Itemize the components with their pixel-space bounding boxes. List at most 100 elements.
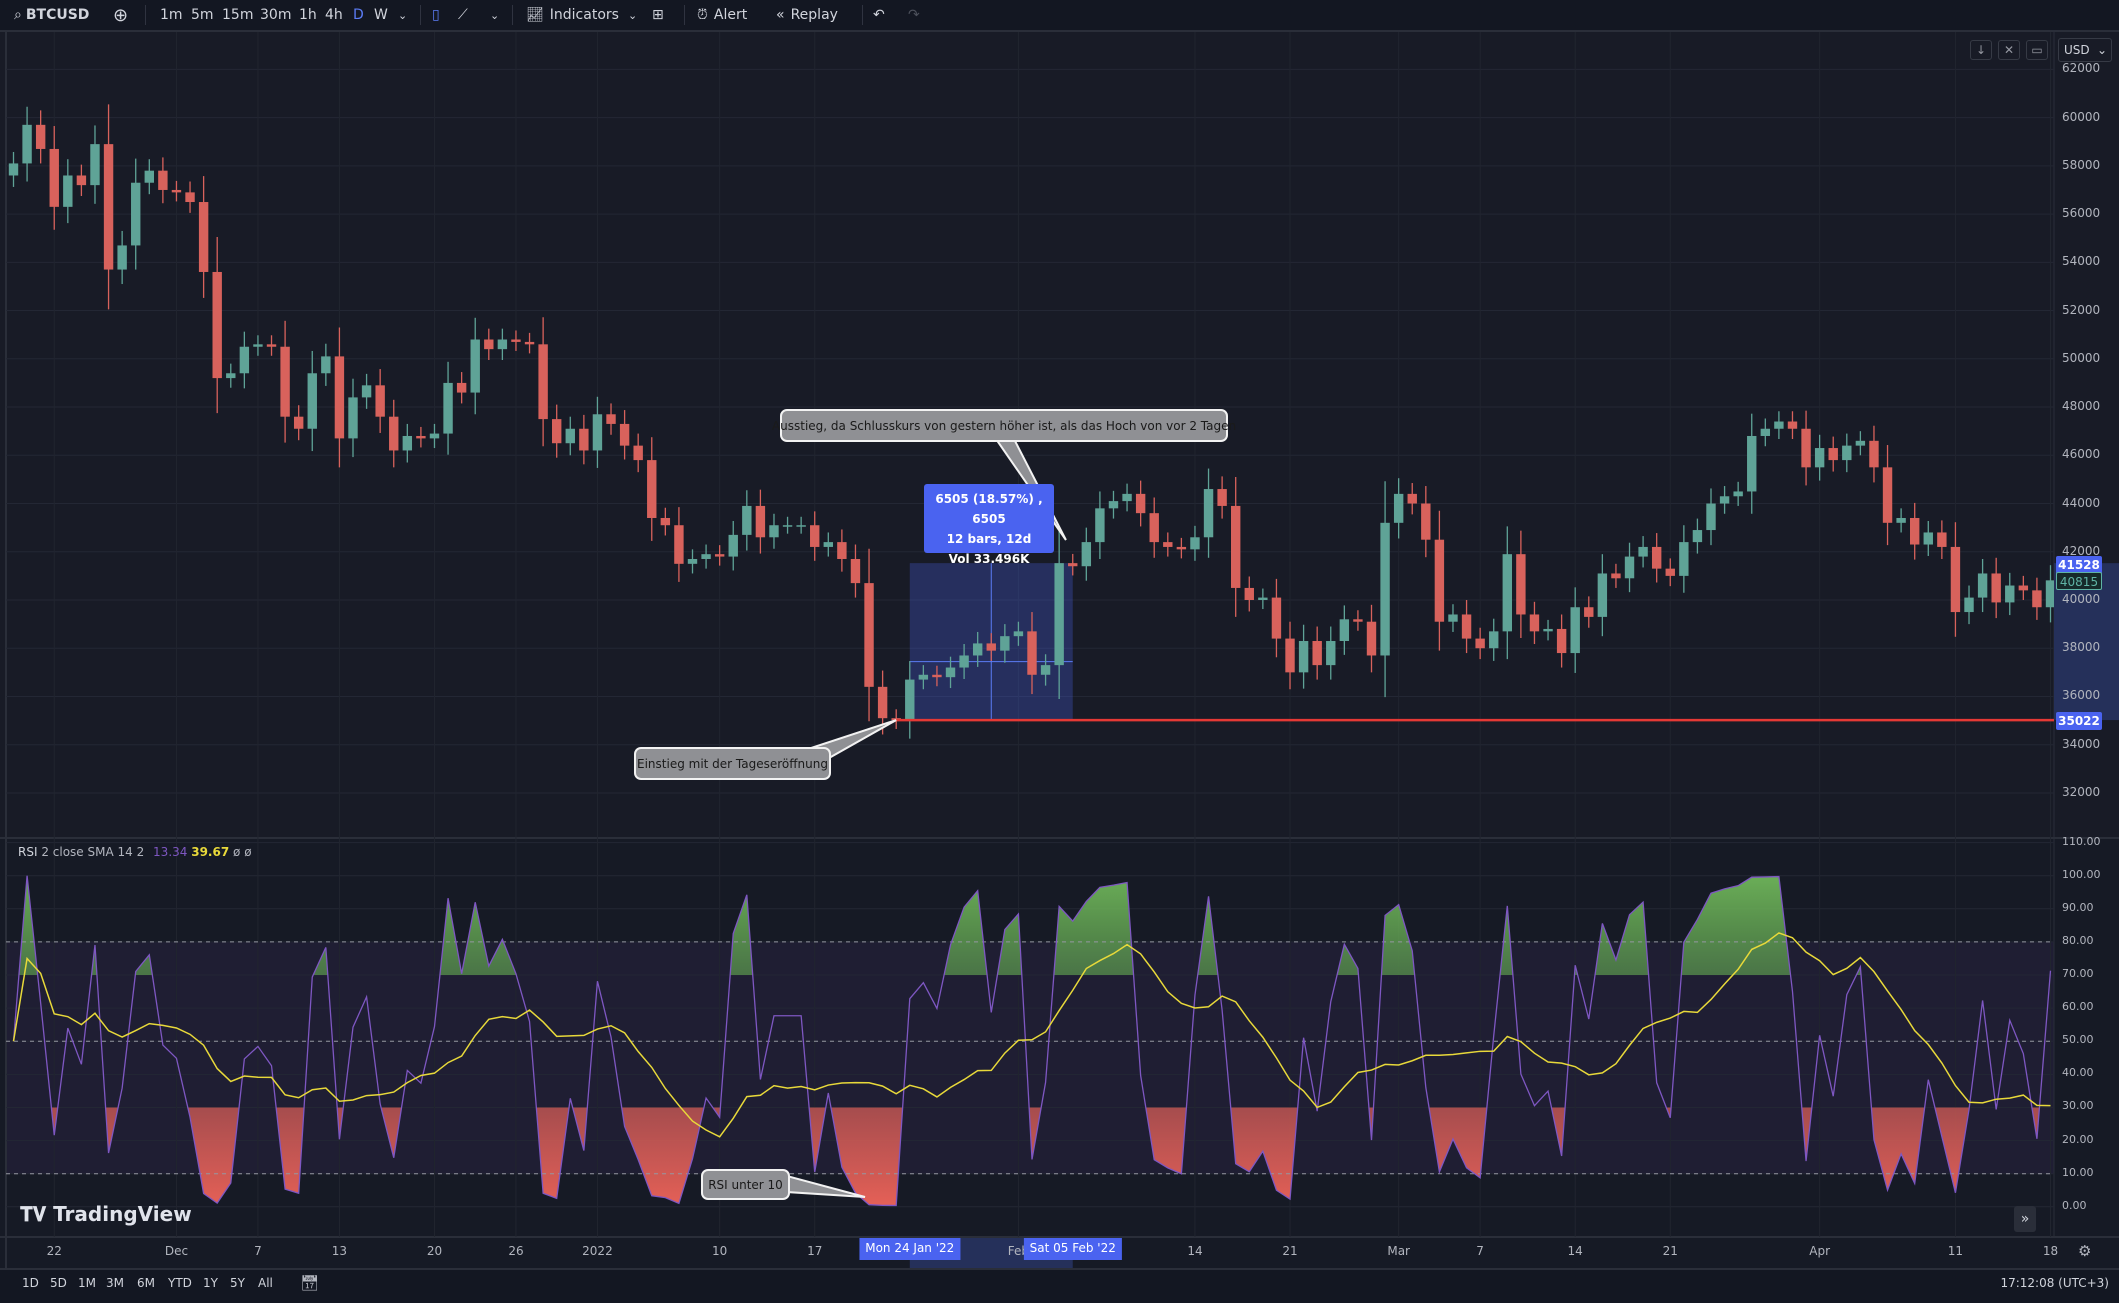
- chevron-down-icon[interactable]: ⌄: [398, 8, 408, 22]
- indicators-button[interactable]: 📈︎ Indicators: [526, 7, 619, 23]
- candle-body: [1991, 573, 2001, 603]
- rsi-sma-line: [12, 932, 2051, 1138]
- candle-body: [2032, 590, 2042, 608]
- candle-body: [1489, 631, 1499, 649]
- range-button-5d[interactable]: 5D: [50, 1276, 67, 1290]
- undo-icon[interactable]: ↶: [873, 7, 885, 23]
- collapse-icon[interactable]: ✕: [1998, 40, 2020, 60]
- price-tick-label: 46000: [2062, 447, 2101, 462]
- callout-rsi[interactable]: RSI unter 10: [701, 1169, 790, 1200]
- rsi-tick-label: 90.00: [2062, 900, 2094, 914]
- redo-icon[interactable]: ↷: [908, 7, 920, 23]
- candle-body: [1135, 493, 1146, 514]
- time-tick-label: Mon 24 Jan '22: [859, 1238, 961, 1260]
- candle-body: [1231, 505, 1241, 588]
- candle-body: [1638, 546, 1648, 557]
- time-tick-label: 17: [807, 1244, 823, 1258]
- candle-body: [1163, 542, 1173, 547]
- rsi-tick-label: 110.00: [2062, 834, 2101, 848]
- line-chart-icon[interactable]: ⟋: [458, 7, 468, 23]
- candle-body: [226, 373, 236, 379]
- candle-body: [1475, 638, 1485, 649]
- candle-body: [565, 428, 575, 444]
- candle-body: [90, 144, 100, 186]
- sma-value: 39.67: [191, 845, 230, 859]
- replay-button[interactable]: «Replay: [776, 7, 838, 23]
- interval-w[interactable]: W: [374, 7, 388, 23]
- price-tick-label: 38000: [2062, 640, 2101, 655]
- candle-body: [76, 175, 87, 186]
- candle-body: [334, 356, 345, 439]
- candle-body: [1760, 428, 1771, 436]
- range-button-5y[interactable]: 5Y: [230, 1276, 245, 1290]
- candle-body: [1896, 517, 1906, 523]
- candles: [8, 104, 2054, 739]
- candle-body: [905, 679, 915, 721]
- candle-body: [877, 686, 888, 719]
- scroll-to-realtime-icon[interactable]: »: [2014, 1206, 2036, 1232]
- range-button-1y[interactable]: 1Y: [203, 1276, 218, 1290]
- arrow-down-icon[interactable]: ↓: [1970, 40, 1992, 60]
- candles-icon[interactable]: ▯: [432, 7, 440, 23]
- candle-body: [1407, 493, 1417, 504]
- candle-body: [1108, 501, 1119, 509]
- compare-add-icon[interactable]: ⊕: [113, 4, 129, 26]
- interval-4h[interactable]: 4h: [325, 7, 343, 23]
- callout-entry[interactable]: Einstieg mit der Tageseröffnung: [634, 747, 831, 780]
- gear-icon[interactable]: ⚙: [2078, 1242, 2092, 1260]
- clock[interactable]: 17:12:08 (UTC+3): [2000, 1276, 2109, 1290]
- bottom-bar: [0, 1268, 2119, 1303]
- candle-body: [63, 175, 73, 207]
- range-button-6m[interactable]: 6M: [137, 1276, 155, 1290]
- candle-body: [1326, 641, 1336, 666]
- candle-body: [1190, 537, 1200, 550]
- price-tick-label: 52000: [2062, 302, 2101, 317]
- alert-button[interactable]: ⏰︎ Alert: [697, 7, 748, 23]
- candle-body: [375, 385, 385, 417]
- candle-body: [674, 525, 684, 564]
- symbol-search[interactable]: ⌕ BTCUSD: [14, 7, 90, 23]
- indicators-icon: 📈︎: [526, 7, 544, 23]
- fullscreen-icon[interactable]: ▭: [2026, 40, 2048, 60]
- interval-1m[interactable]: 1m: [160, 7, 183, 23]
- interval-1h[interactable]: 1h: [299, 7, 317, 23]
- rsi-legend[interactable]: RSI 2 close SMA 14 2 13.34 39.67 ø ø: [18, 845, 252, 859]
- calendar-range-icon[interactable]: 📅︎: [300, 1274, 320, 1292]
- time-tick-label: Mar: [1387, 1244, 1410, 1258]
- rsi-tick-label: 20.00: [2062, 1132, 2094, 1146]
- candle-body: [1095, 508, 1105, 543]
- candle-body: [511, 339, 521, 342]
- time-tick-label: 13: [331, 1244, 348, 1258]
- layout-grid-icon[interactable]: ⊞: [652, 7, 664, 23]
- callout-exit[interactable]: Ausstieg, da Schlusskurs von gestern höh…: [772, 409, 1236, 442]
- candle-body: [131, 182, 141, 246]
- candle-body: [796, 525, 806, 527]
- candle-body: [49, 148, 59, 207]
- interval-d[interactable]: D: [353, 7, 364, 23]
- range-button-3m[interactable]: 3M: [106, 1276, 124, 1290]
- range-button-1d[interactable]: 1D: [22, 1276, 39, 1290]
- price-tick-label: 54000: [2062, 254, 2101, 269]
- candle-body: [389, 416, 399, 451]
- candle-body: [1122, 493, 1132, 502]
- candle-body: [1366, 621, 1377, 656]
- interval-15m[interactable]: 15m: [222, 7, 254, 23]
- tradingview-logo: 𝐓𝐕 TradingView: [20, 1202, 192, 1226]
- interval-5m[interactable]: 5m: [191, 7, 214, 23]
- chevron-down-icon[interactable]: ⌄: [628, 8, 638, 22]
- range-button-ytd[interactable]: YTD: [168, 1276, 192, 1290]
- time-tick-label: 11: [1947, 1244, 1964, 1258]
- interval-30m[interactable]: 30m: [260, 7, 292, 23]
- time-tick-label: 14: [1187, 1244, 1203, 1258]
- range-button-1m[interactable]: 1M: [78, 1276, 96, 1290]
- candle-body: [660, 517, 671, 526]
- range-button-all[interactable]: All: [258, 1276, 273, 1290]
- price-tick-label: 62000: [2062, 61, 2101, 76]
- candle-body: [1611, 573, 1621, 579]
- candle-body: [850, 558, 861, 584]
- currency-select[interactable]: USD ⌄: [2058, 38, 2112, 62]
- candle-body: [144, 170, 154, 183]
- price-tick-label: 50000: [2062, 350, 2101, 365]
- chevron-down-icon[interactable]: ⌄: [490, 8, 500, 22]
